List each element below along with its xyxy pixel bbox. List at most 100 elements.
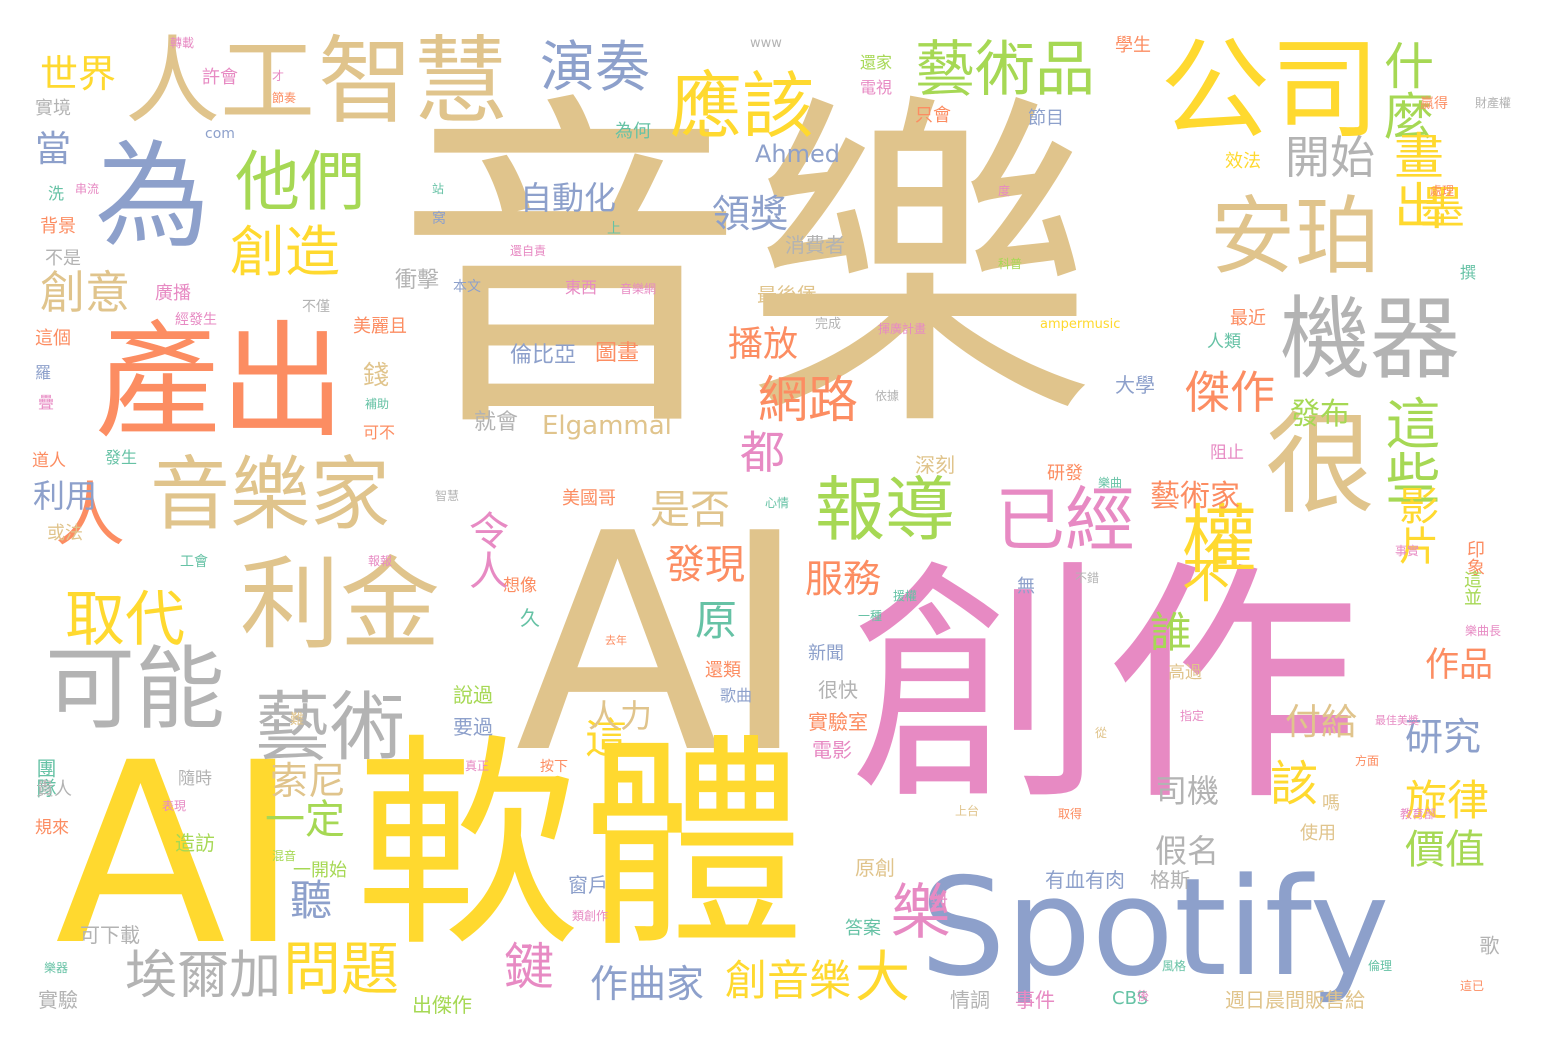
cloud-word: 音樂	[395, 66, 1095, 474]
cloud-word: 最後堡	[757, 283, 817, 307]
cloud-word: 科普	[998, 257, 1023, 271]
cloud-word: 實境	[35, 98, 71, 119]
cloud-word: 無	[1017, 576, 1035, 597]
cloud-word: 最近	[1230, 308, 1266, 329]
cloud-word: 這並	[1461, 570, 1482, 606]
cloud-word: 研發	[1047, 463, 1083, 484]
cloud-word: 阻止	[1210, 443, 1244, 463]
cloud-word: 當	[35, 129, 72, 170]
cloud-word: 權	[1169, 500, 1257, 575]
cloud-word: 久	[520, 606, 540, 630]
cloud-word: 音樂網	[620, 282, 657, 296]
cloud-word: 安珀	[1210, 188, 1381, 287]
cloud-word: 可能	[45, 637, 225, 742]
cloud-word: 已經	[995, 479, 1135, 561]
cloud-word: 一開始	[293, 860, 347, 881]
cloud-word: 創意	[40, 266, 131, 319]
cloud-word: 還自責	[510, 244, 547, 258]
cloud-word: 發生	[105, 448, 138, 467]
cloud-word: 隨時	[178, 769, 212, 789]
cloud-word: 該	[1270, 756, 1319, 812]
cloud-word: 學生	[1115, 35, 1151, 56]
cloud-word: 錢	[363, 361, 390, 391]
cloud-word: 才	[272, 69, 285, 83]
cloud-word: 一定	[265, 797, 345, 843]
cloud-word: 樂曲長	[1465, 624, 1502, 638]
cloud-word: 或法	[47, 523, 83, 544]
cloud-word: 假名	[1155, 832, 1220, 870]
cloud-word: 心情	[765, 496, 790, 510]
cloud-word: www	[750, 36, 782, 51]
cloud-word: 令人	[462, 510, 508, 590]
cloud-word: 羅	[35, 363, 52, 382]
cloud-word: 就會	[474, 410, 519, 435]
cloud-word: 節目	[1028, 108, 1064, 129]
cloud-word: 本文	[453, 279, 481, 295]
cloud-word: 報報	[368, 554, 393, 568]
cloud-word: CBS	[1112, 988, 1149, 1009]
cloud-word: 什麼	[1376, 40, 1434, 140]
cloud-word: 很快	[818, 678, 858, 702]
cloud-word: 可下載	[80, 923, 140, 947]
cloud-word: 演奏	[540, 35, 651, 99]
cloud-word: 問題	[283, 935, 400, 1003]
cloud-word: 類創作	[572, 909, 609, 923]
cloud-word: 很	[1265, 401, 1375, 529]
cloud-word: 完成	[815, 317, 842, 332]
cloud-word: 應該	[670, 64, 815, 148]
cloud-word: 開始	[1285, 131, 1376, 184]
cloud-word: Elgammal	[542, 411, 672, 441]
cloud-word: 播放	[728, 325, 799, 365]
cloud-word: 揮廣計畫	[878, 322, 927, 336]
cloud-word: 他們	[235, 145, 366, 220]
cloud-word: 畫出	[1386, 130, 1444, 230]
cloud-word: 情調	[950, 988, 990, 1012]
cloud-word: 窝	[432, 211, 446, 227]
cloud-word: 團隊	[33, 758, 57, 798]
cloud-word: 創音樂	[725, 956, 852, 1005]
cloud-word: 人工	[125, 27, 316, 137]
cloud-word: 指定	[1180, 709, 1205, 723]
cloud-word: 發現	[665, 542, 745, 588]
cloud-word: 衝擊	[395, 268, 440, 293]
cloud-word: 節奏	[272, 91, 297, 105]
cloud-word: ampermusic	[1040, 317, 1121, 332]
cloud-word: 背景	[40, 216, 76, 237]
cloud-word: 墨	[1420, 181, 1466, 234]
cloud-word: 公司	[1160, 26, 1380, 154]
cloud-word: 機器	[1280, 287, 1460, 392]
cloud-word: 司機	[1155, 772, 1220, 810]
cloud-word: 說過	[453, 683, 493, 707]
cloud-word: 造訪	[175, 831, 215, 855]
cloud-word: 人類	[1207, 332, 1241, 352]
cloud-word: 作曲家	[590, 962, 705, 1006]
cloud-word: AI	[55, 709, 300, 1000]
cloud-word: 援權	[893, 589, 918, 603]
cloud-word: 出傑作	[412, 993, 472, 1017]
cloud-word: 軟體	[355, 716, 805, 978]
cloud-word: 利金	[240, 546, 440, 663]
cloud-word: 這些	[1376, 395, 1440, 505]
cloud-word: 難	[290, 712, 304, 728]
cloud-word: 工會	[180, 554, 208, 570]
cloud-word: 研究	[1405, 715, 1482, 759]
cloud-word: 歌	[1476, 935, 1500, 955]
cloud-word: 處理	[1430, 184, 1455, 198]
cloud-word: 事實	[1395, 544, 1420, 558]
cloud-word: 發布	[1290, 397, 1350, 432]
cloud-word: 音樂家	[150, 448, 390, 541]
cloud-word: 取得	[1058, 807, 1083, 821]
cloud-word: 度	[998, 184, 1011, 198]
cloud-word: 領獎	[712, 192, 789, 236]
cloud-word: 歌曲	[720, 686, 753, 705]
cloud-word: 道人	[32, 451, 66, 471]
cloud-word: 洗	[48, 184, 65, 203]
cloud-word: 風格	[1162, 959, 1187, 973]
cloud-word: 疊	[38, 393, 55, 412]
cloud-word: 大學	[1115, 373, 1155, 397]
cloud-word: 按下	[540, 759, 568, 775]
cloud-word: 原	[695, 596, 738, 645]
cloud-word: 窗戶	[568, 873, 608, 897]
cloud-word: 轉載	[170, 36, 195, 50]
